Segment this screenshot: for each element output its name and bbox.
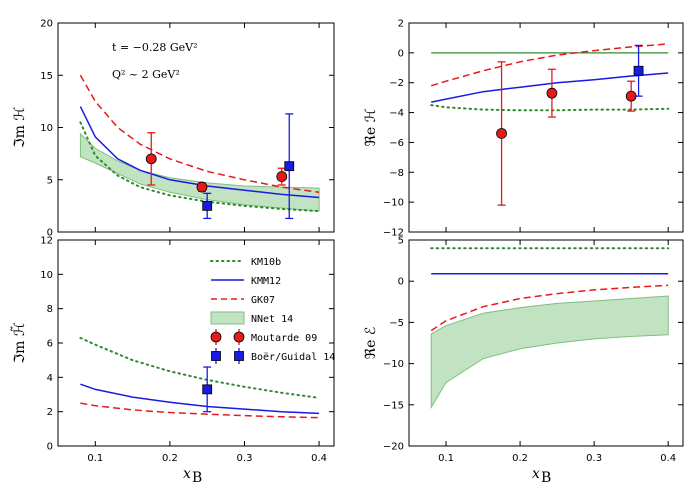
- xtick-label: 0.1: [438, 453, 454, 464]
- series-gk07: [430, 284, 669, 332]
- nnet-band: [430, 295, 669, 410]
- xtick-label: 0.2: [162, 453, 178, 464]
- series-km10b: [430, 104, 670, 112]
- xlabel-right-sub: B: [541, 470, 551, 486]
- ytick-label: 10: [40, 270, 53, 281]
- legend-label-nnet: NNet 14: [251, 314, 293, 325]
- xlabel-left-x: x: [183, 466, 191, 482]
- boer-point: [202, 200, 213, 211]
- ytick-label: 0: [47, 228, 53, 239]
- ytick-label: −8: [389, 168, 404, 179]
- moutarde-point: [496, 128, 507, 139]
- ytick-label: 2: [398, 19, 404, 30]
- panel-imHt: 0 2 4 6 8 10 12 0.1 0.2 0.3 0.4 ℑm ℋ̃: [10, 236, 335, 464]
- xtick-label: 0.3: [237, 453, 253, 464]
- xlabel-right: x B: [532, 466, 551, 486]
- ytick-label: 0: [47, 442, 53, 453]
- ytick-label: −15: [383, 400, 404, 411]
- series-kmm12: [431, 72, 669, 103]
- series-kmm12: [79, 106, 320, 199]
- series-gk07: [430, 43, 669, 87]
- series-kmm12: [80, 383, 320, 415]
- panel-frame: [408, 22, 684, 233]
- moutarde-point: [145, 153, 157, 165]
- ylabel-imH: ℑm ℋ: [12, 107, 28, 148]
- annotation-q2: Q² ~ 2 GeV²: [112, 68, 180, 81]
- xtick-label: 0.4: [660, 453, 676, 464]
- xlabel-left-sub: B: [192, 470, 202, 486]
- ylabel-reH: ℜe ℋ: [363, 108, 379, 146]
- ytick-label: 4: [47, 373, 53, 384]
- legend-label-kmm12: KMM12: [251, 276, 281, 287]
- annotation-t: t = −0.28 GeV²: [112, 41, 198, 54]
- boer-point: [284, 161, 295, 172]
- xlabel-left: x B: [183, 466, 202, 486]
- ytick-label: −20: [383, 442, 404, 453]
- ylabel-imHt: ℑm ℋ̃: [10, 322, 28, 363]
- moutarde-point: [546, 87, 558, 99]
- series-km10b: [79, 121, 321, 213]
- ytick-label: 8: [47, 304, 53, 315]
- ytick-label: 5: [398, 236, 404, 247]
- ytick-label: 12: [40, 236, 53, 247]
- ytick-label: 15: [40, 71, 53, 82]
- ytick-label: 10: [40, 123, 53, 134]
- ytick-label: −5: [389, 318, 404, 329]
- series-km10b: [79, 336, 321, 399]
- ytick-label: 5: [47, 175, 53, 186]
- ytick-label: −10: [383, 198, 404, 209]
- moutarde-point: [276, 171, 288, 183]
- xtick-label: 0.1: [87, 453, 103, 464]
- ytick-label: 6: [47, 339, 53, 350]
- ytick-label: 2: [47, 407, 53, 418]
- ytick-label: 0: [398, 48, 404, 59]
- legend-swatch-moutarde: [210, 329, 245, 345]
- xtick-label: 0.4: [311, 453, 327, 464]
- series-gk07: [79, 74, 320, 194]
- xtick-label: 0.2: [512, 453, 528, 464]
- ytick-label: −4: [389, 108, 404, 119]
- legend: KM10b KMM12 GK07 NNet 14 Moutarde 09 Boë…: [210, 257, 335, 364]
- ytick-label: 20: [40, 19, 53, 30]
- ytick-label: 0: [398, 277, 404, 288]
- panel-imH: 0 5 10 15 20 ℑm ℋ: [12, 19, 335, 239]
- boer-point: [202, 384, 213, 395]
- boer-point: [633, 65, 644, 76]
- legend-label-gk07: GK07: [251, 295, 275, 306]
- legend-label-boer: Boër/Guidal 14: [251, 352, 335, 363]
- panel-reE: −20 −15 −10 −5 0 5 0.1 0.2 0.3 0.4 ℜe ℰ: [363, 236, 684, 464]
- ytick-label: −10: [383, 359, 404, 370]
- moutarde-point: [196, 181, 208, 193]
- legend-swatch-boer: [211, 348, 244, 364]
- panel-reH: −12 −10 −8 −6 −4 −2 0 2 ℜe ℋ: [363, 19, 684, 239]
- ylabel-reE: ℜe ℰ: [363, 327, 379, 360]
- xtick-label: 0.3: [586, 453, 602, 464]
- legend-label-km10b: KM10b: [251, 257, 281, 268]
- ytick-label: −6: [389, 138, 404, 149]
- xlabel-right-x: x: [532, 466, 540, 482]
- ytick-label: −2: [389, 78, 404, 89]
- panel-frame: [408, 239, 684, 447]
- legend-swatch-nnet: [210, 311, 245, 325]
- legend-label-moutarde: Moutarde 09: [251, 333, 317, 344]
- ytick-label: −12: [383, 228, 404, 239]
